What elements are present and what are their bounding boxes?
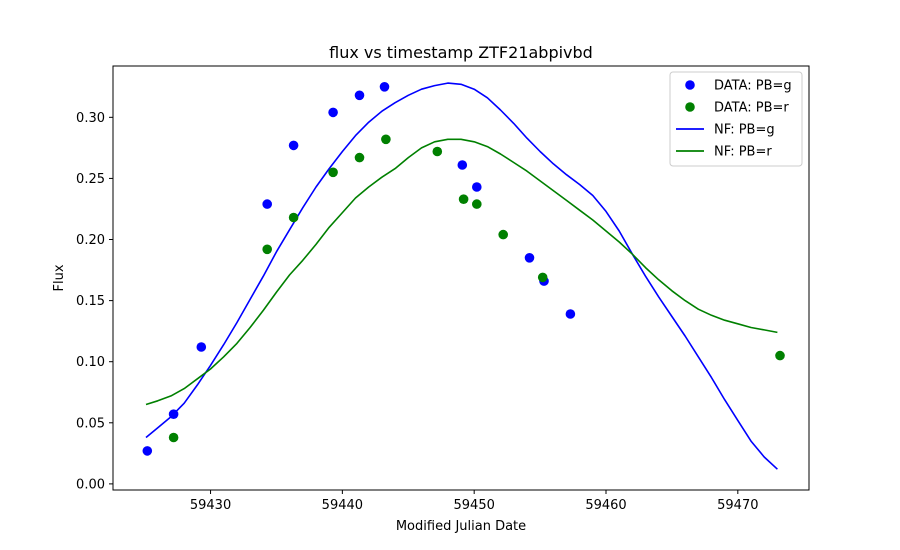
data-point-data-pb-r	[472, 199, 482, 209]
legend-marker	[685, 80, 695, 90]
y-tick-label: 0.20	[76, 233, 105, 248]
plot-frame	[112, 65, 810, 491]
y-tick-label: 0.25	[76, 172, 105, 187]
data-point-data-pb-g	[472, 182, 482, 192]
series-line-nf-pb-g	[145, 82, 778, 470]
data-point-data-pb-r	[288, 212, 299, 223]
data-point-data-pb-r	[537, 272, 548, 283]
x-axis-label: Modified Julian Date	[396, 519, 526, 534]
x-tick-label: 59440	[322, 498, 363, 513]
legend: DATA: PB=g DATA: PB=r NF: PB=g NF: PB=r	[669, 71, 803, 167]
legend-label: NF: PB=r	[714, 145, 772, 160]
data-point-data-pb-r	[168, 432, 179, 443]
data-point-data-pb-r	[498, 229, 509, 240]
x-tick-label: 59450	[454, 498, 495, 513]
y-tick-label: 0.00	[76, 477, 105, 492]
data-point-data-pb-r	[432, 146, 443, 157]
y-tick-label: 0.10	[76, 355, 105, 370]
chart-title: flux vs timestamp ZTF21abpivbd	[329, 43, 593, 62]
data-point-data-pb-r	[381, 134, 391, 145]
data-point-data-pb-g	[288, 140, 299, 151]
line-series-layer	[145, 82, 778, 470]
scatter-series-layer	[142, 82, 785, 456]
data-point-data-pb-g	[379, 82, 390, 92]
legend-label: DATA: PB=r	[714, 101, 789, 116]
data-point-data-pb-r	[328, 167, 338, 178]
y-axis: 0.00 0.05 0.10 0.15 0.20 0.25 0.30	[76, 111, 113, 492]
y-tick-label: 0.15	[76, 294, 105, 309]
x-tick-label: 59460	[585, 498, 626, 513]
data-point-data-pb-g	[142, 446, 153, 456]
data-point-data-pb-g	[565, 309, 576, 319]
data-point-data-pb-g	[196, 342, 207, 352]
data-point-data-pb-r	[262, 244, 273, 255]
legend-marker	[685, 102, 695, 112]
y-tick-label: 0.05	[76, 416, 105, 431]
data-point-data-pb-g	[524, 252, 535, 263]
data-point-data-pb-r	[458, 194, 469, 204]
x-tick-label: 59430	[190, 498, 231, 513]
legend-box	[669, 71, 803, 167]
data-point-data-pb-r	[354, 152, 365, 163]
data-point-data-pb-g	[354, 90, 365, 101]
data-point-data-pb-g	[168, 409, 179, 420]
legend-label: DATA: PB=g	[714, 79, 792, 94]
y-tick-label: 0.30	[76, 111, 105, 126]
y-axis-label: Flux	[52, 264, 67, 291]
series-line-nf-pb-r	[145, 138, 778, 406]
x-tick-label: 59470	[717, 498, 758, 513]
data-point-data-pb-g	[262, 199, 273, 209]
data-point-data-pb-g	[328, 107, 338, 118]
data-point-data-pb-r	[775, 350, 785, 361]
legend-label: NF: PB=g	[714, 123, 775, 138]
data-point-data-pb-g	[457, 160, 468, 170]
x-axis: 59430 59440 59450 59460 59470	[190, 490, 758, 513]
